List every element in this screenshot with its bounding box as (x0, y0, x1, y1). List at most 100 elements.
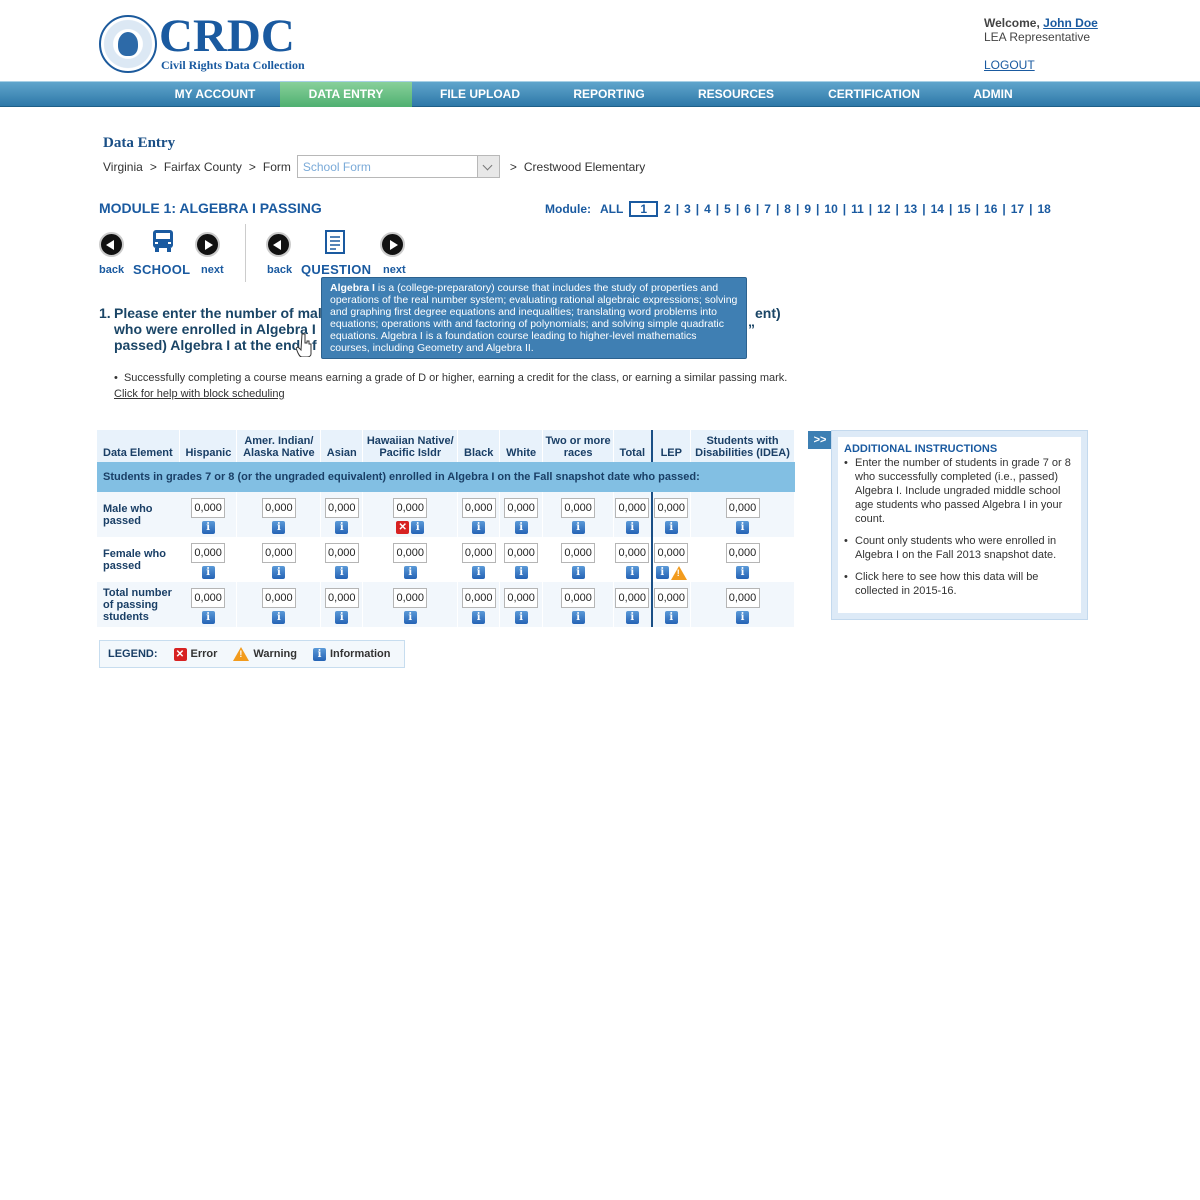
value-input[interactable]: 0,000 (324, 588, 359, 608)
question-back-label[interactable]: back (267, 264, 293, 276)
value-input[interactable]: 0,000 (393, 498, 428, 518)
value-input[interactable]: 0,000 (191, 543, 226, 563)
info-icon[interactable]: i (472, 611, 486, 624)
value-input[interactable]: 0,000 (725, 543, 760, 563)
info-icon[interactable]: i (201, 611, 215, 624)
school-back-button[interactable] (99, 232, 124, 257)
question-back-button[interactable] (266, 232, 291, 257)
info-icon[interactable]: i (664, 521, 678, 534)
module-link[interactable]: 18 (1037, 202, 1051, 216)
value-input[interactable]: 0,000 (261, 543, 296, 563)
value-input[interactable]: 0,000 (504, 543, 539, 563)
info-icon[interactable]: i (403, 611, 417, 624)
module-link[interactable]: 16 (984, 202, 998, 216)
info-icon[interactable]: i (472, 521, 486, 534)
value-input[interactable]: 0,000 (324, 498, 359, 518)
value-input[interactable]: 0,000 (654, 588, 689, 608)
module-link[interactable]: 15 (957, 202, 971, 216)
info-icon[interactable]: i (335, 566, 349, 579)
nav-certification[interactable]: CERTIFICATION (828, 87, 920, 101)
value-input[interactable]: 0,000 (393, 543, 428, 563)
value-input[interactable]: 0,000 (504, 588, 539, 608)
logout-link[interactable]: LOGOUT (984, 58, 1035, 72)
form-select[interactable]: School Form (296, 155, 500, 178)
module-link[interactable]: 14 (930, 202, 944, 216)
info-icon[interactable]: i (736, 611, 749, 624)
value-input[interactable]: 0,000 (725, 588, 760, 608)
value-input[interactable]: 0,000 (261, 498, 296, 518)
nav-data-entry[interactable]: DATA ENTRY (280, 82, 412, 107)
module-link[interactable]: 4 (704, 202, 711, 216)
info-icon[interactable]: i (472, 566, 486, 579)
info-icon[interactable]: i (514, 611, 528, 624)
value-input[interactable]: 0,000 (461, 543, 496, 563)
info-icon[interactable]: i (335, 611, 349, 624)
value-input[interactable]: 0,000 (324, 543, 359, 563)
value-input[interactable]: 0,000 (191, 588, 226, 608)
info-icon[interactable]: i (272, 566, 286, 579)
module-link[interactable]: 13 (903, 202, 918, 216)
value-input[interactable]: 0,000 (393, 588, 428, 608)
nav-resources[interactable]: RESOURCES (697, 87, 774, 101)
module-link[interactable]: 3 (684, 202, 691, 216)
value-input[interactable]: 0,000 (504, 498, 539, 518)
block-scheduling-help-link[interactable]: Click for help with block scheduling (114, 388, 285, 400)
module-link[interactable]: 17 (1010, 202, 1025, 216)
info-icon[interactable]: i (571, 566, 585, 579)
nav-admin[interactable]: ADMIN (973, 87, 1013, 101)
info-icon[interactable]: i (514, 566, 528, 579)
instruction-item-link[interactable]: Click here to see how this data will be … (844, 570, 1075, 598)
nav-my-account[interactable]: MY ACCOUNT (174, 87, 256, 101)
info-icon[interactable]: i (272, 521, 286, 534)
instructions-toggle-button[interactable]: >> (808, 431, 832, 449)
info-icon[interactable]: i (625, 566, 639, 579)
school-next-label[interactable]: next (201, 264, 224, 276)
nav-file-upload[interactable]: FILE UPLOAD (440, 87, 520, 101)
question-next-button[interactable] (380, 232, 405, 257)
chevron-down-icon[interactable] (476, 156, 499, 177)
module-link[interactable]: 2 (664, 202, 671, 216)
module-link[interactable]: 5 (724, 202, 731, 216)
info-icon[interactable]: i (655, 566, 669, 579)
info-icon[interactable]: i (625, 611, 639, 624)
value-input[interactable]: 0,000 (615, 498, 650, 518)
error-icon[interactable]: ✕ (396, 521, 410, 534)
info-icon[interactable]: i (514, 521, 528, 534)
value-input[interactable]: 0,000 (561, 588, 596, 608)
question-next-label[interactable]: next (383, 264, 406, 276)
school-back-label[interactable]: back (99, 264, 125, 276)
info-icon[interactable]: i (272, 611, 286, 624)
info-icon[interactable]: i (201, 521, 215, 534)
nav-reporting[interactable]: REPORTING (573, 87, 645, 101)
value-input[interactable]: 0,000 (615, 588, 650, 608)
module-link-all[interactable]: ALL (600, 202, 624, 216)
info-icon[interactable]: i (571, 611, 585, 624)
value-input[interactable]: 0,000 (615, 543, 650, 563)
info-icon[interactable]: i (411, 521, 425, 534)
value-input[interactable]: 0,000 (725, 498, 760, 518)
value-input[interactable]: 0,000 (191, 498, 226, 518)
value-input[interactable]: 0,000 (261, 588, 296, 608)
value-input[interactable]: 0,000 (461, 588, 496, 608)
breadcrumb-state[interactable]: Virginia (103, 159, 143, 174)
module-link[interactable]: 7 (764, 202, 771, 216)
warning-icon[interactable] (670, 566, 687, 580)
school-next-button[interactable] (195, 232, 220, 257)
module-link[interactable]: 9 (804, 202, 812, 216)
value-input[interactable]: 0,000 (561, 498, 596, 518)
info-icon[interactable]: i (736, 521, 749, 534)
value-input[interactable]: 0,000 (654, 543, 689, 563)
module-link[interactable]: 10 (824, 202, 838, 216)
module-link[interactable]: 12 (877, 202, 891, 216)
info-icon[interactable]: i (201, 566, 215, 579)
info-icon[interactable]: i (664, 611, 678, 624)
user-name-link[interactable]: John Doe (1043, 16, 1098, 30)
info-icon[interactable]: i (625, 521, 639, 534)
value-input[interactable]: 0,000 (461, 498, 496, 518)
info-icon[interactable]: i (403, 566, 417, 579)
info-icon[interactable]: i (335, 521, 349, 534)
breadcrumb-county[interactable]: Fairfax County (163, 159, 242, 174)
info-icon[interactable]: i (736, 566, 749, 579)
module-link-current[interactable]: 1 (629, 201, 659, 217)
info-icon[interactable]: i (571, 521, 585, 534)
